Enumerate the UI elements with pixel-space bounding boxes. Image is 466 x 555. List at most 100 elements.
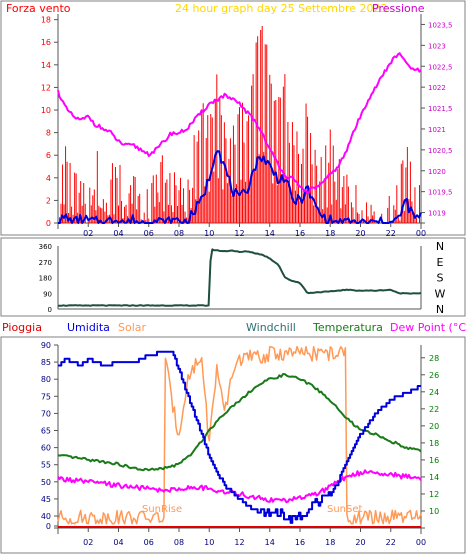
tick-label-hour: 06 [144,229,154,238]
tick-label-temperature: 14 [429,473,439,482]
sunrise-label: SunRise [142,504,182,515]
tick-label-direction: 360 [39,243,52,251]
tick-label-hour: 00 [416,538,426,547]
tick-label-wind: 10 [41,106,51,115]
tick-label-humidity: 90 [41,341,51,350]
tick-label-compass: S [437,272,444,285]
tick-label-humidity: 45 [41,495,51,504]
tick-label-hour: 18 [325,229,335,238]
tick-label-temperature: 20 [429,422,439,431]
tick-label-hour: 16 [295,538,305,547]
tick-label-temperature: 22 [429,405,439,414]
tick-label-temperature: 16 [429,456,439,465]
tick-label-hour: 02 [83,538,93,547]
tick-label-hour: 14 [265,538,275,547]
tick-label-hour: 20 [355,538,365,547]
legend-rain: Pioggia [2,321,42,334]
graph-title: 24 hour graph day 25 Settembre 2023 [175,2,388,15]
direction-frame [0,237,466,317]
tick-label-direction: 90 [43,290,52,298]
tick-label-hour: 12 [234,229,244,238]
tick-label-hour: 12 [234,538,244,547]
tick-label-wind: 18 [41,16,51,25]
tick-label-pressure: 1021,5 [428,105,453,113]
tick-label-temperature: 18 [429,439,439,448]
tick-label-wind: 0 [46,219,51,228]
tick-label-hour: 08 [174,229,184,238]
tick-label-temperature: 28 [429,354,439,363]
legend-dewpoint: Dew Point (°C) [390,321,466,334]
tick-label-temperature: 12 [429,490,439,499]
tick-label-pressure: 1023 [428,42,446,50]
tick-label-humidity: 65 [41,427,51,436]
wind-speed-label: Forza vento [6,2,71,15]
legend-windchill: Windchill [246,321,296,334]
tick-label-humidity: 50 [41,478,51,487]
tick-label-hour: 22 [386,538,396,547]
humidity-line [58,350,421,524]
tick-label-pressure: 1020 [428,168,446,176]
tick-label-direction: 0 [48,306,52,314]
pressure-line [57,52,422,195]
tick-label-wind: 2 [46,196,51,205]
tick-label-humidity: 60 [41,444,51,453]
humidity-temperature-frame [0,336,466,554]
dewpoint-line [57,469,422,504]
tick-label-hour: 08 [174,538,184,547]
tick-label-wind: 6 [46,151,51,160]
tick-label-humidity: 85 [41,358,51,367]
tick-label-direction: 270 [39,259,52,267]
tick-label-hour: 10 [204,538,214,547]
sunset-label: SunSet [327,504,363,515]
tick-label-humidity: 55 [41,461,51,470]
legend-temperature: Temperatura [312,321,383,334]
tick-label-temperature: 10 [429,507,439,516]
tick-label-temperature: 26 [429,371,439,380]
tick-label-wind: 8 [46,129,51,138]
tick-label-pressure: 1021 [428,126,446,134]
tick-label-temperature: 24 [429,388,439,397]
tick-label-hour: 22 [386,229,396,238]
legend-solar: Solar [118,321,147,334]
tick-label-humidity: 70 [41,409,51,418]
tick-label-compass: W [435,287,446,300]
tick-label-humidity: 40 [41,512,51,521]
temperature-line [57,373,422,472]
tick-label-wind: 12 [41,83,51,92]
tick-label-hour: 02 [83,229,93,238]
tick-label-humidity: 80 [41,375,51,384]
tick-label-wind: 4 [46,174,51,183]
pressure-label: Pressione [372,2,425,15]
tick-label-pressure: 1023,5 [428,21,453,29]
tick-label-pressure: 1022 [428,84,446,92]
tick-label-pressure: 1022,5 [428,63,453,71]
tick-label-hour: 00 [416,229,426,238]
tick-label-humidity: 0 [46,522,51,531]
tick-label-wind: 14 [41,61,51,70]
tick-label-hour: 16 [295,229,305,238]
chart-marks: 02468101214161810191019,510201020,510211… [39,14,453,547]
tick-label-compass: N [436,303,444,316]
tick-label-humidity: 75 [41,392,51,401]
tick-label-hour: 04 [113,538,123,547]
tick-label-pressure: 1019,5 [428,189,453,197]
wind-pressure-frame [0,0,466,236]
tick-label-hour: 10 [204,229,214,238]
tick-label-hour: 04 [113,229,123,238]
solar-line [57,345,422,525]
tick-label-hour: 20 [355,229,365,238]
wind-direction-line [57,248,422,307]
tick-label-hour: 06 [144,538,154,547]
tick-label-pressure: 1020,5 [428,147,453,155]
legend-humidity: Umidita [67,321,110,334]
tick-label-direction: 180 [39,275,52,283]
tick-label-wind: 16 [41,38,51,47]
tick-label-compass: E [437,256,444,269]
wind-average-line [58,150,422,224]
tick-label-compass: N [436,240,444,253]
tick-label-hour: 18 [325,538,335,547]
tick-label-hour: 14 [265,229,275,238]
tick-label-pressure: 1019 [428,210,446,218]
